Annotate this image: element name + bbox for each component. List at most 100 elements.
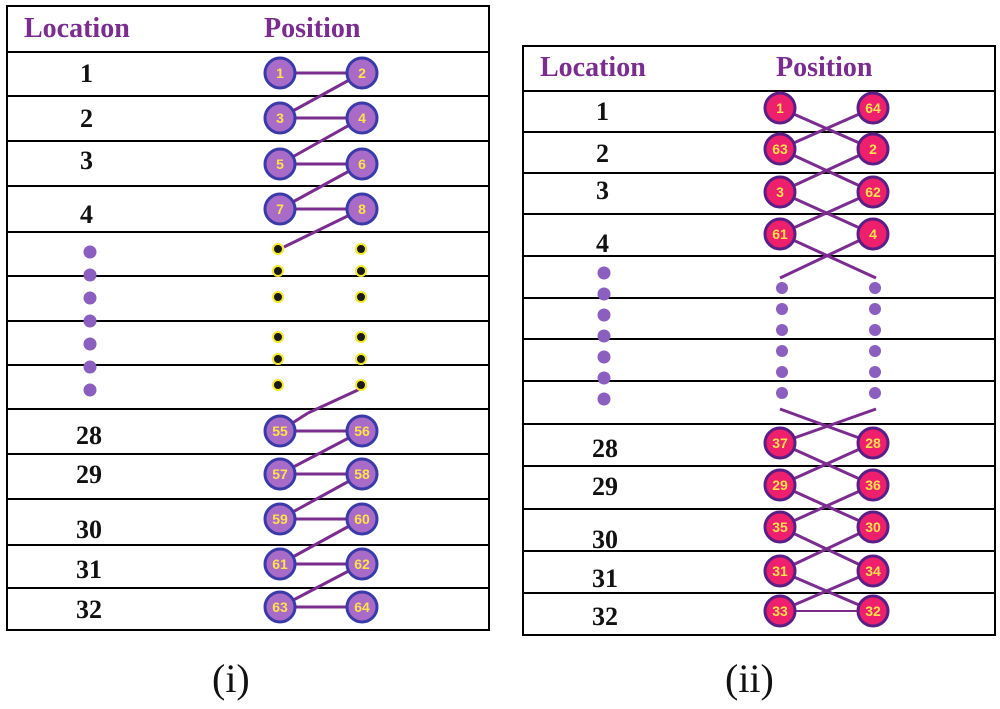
position-number: 1 [776,100,784,116]
connection-line [779,441,874,487]
row-divider [8,231,488,233]
continuation-dot [776,282,788,294]
position-number: 31 [772,563,788,579]
position-number: 4 [869,226,877,242]
continuation-dot [83,383,97,397]
row-divider [524,172,994,174]
position-number: 56 [354,423,370,439]
continuation-dot [83,268,97,282]
position-node: 2 [856,132,890,166]
position-node: 34 [856,554,890,588]
row-divider [8,544,488,546]
position-node: 55 [263,414,297,448]
row-divider [524,380,994,382]
connection-line [307,387,361,415]
position-number: 62 [865,184,881,200]
position-node: 7 [263,192,297,226]
continuation-dot [869,387,881,399]
position-number: 57 [272,466,288,482]
position-number: 1 [276,65,284,81]
location-header: Location [24,13,130,44]
position-number: 28 [865,435,881,451]
location-label: 30 [76,515,102,544]
position-node: 3 [263,101,297,135]
position-node: 60 [345,502,379,536]
position-number: 33 [772,603,788,619]
continuation-dot [597,266,611,280]
location-header: Location [540,52,646,83]
row-divider [524,213,994,215]
caption-i: (i) [212,656,250,701]
connection-line [779,232,874,280]
position-number: 35 [772,519,788,535]
position-number: 63 [272,599,288,615]
location-label: 29 [592,472,618,501]
position-number: 4 [358,110,366,126]
row-divider [524,131,994,133]
continuation-dot [355,265,367,277]
continuation-dot [776,366,788,378]
position-number: 5 [276,156,284,172]
location-label: 4 [596,229,609,258]
row-divider [8,320,488,322]
continuation-dot [83,291,97,305]
location-label: 4 [80,200,93,229]
position-node: 33 [763,594,797,628]
position-node: 32 [856,594,890,628]
location-label: 2 [80,104,93,133]
position-node: 1 [763,91,797,125]
continuation-dot [776,387,788,399]
row-divider [8,140,488,142]
row-divider [8,364,488,366]
position-number: 2 [869,141,877,157]
connection-line [779,525,874,573]
position-node: 58 [345,457,379,491]
location-label: 32 [76,595,102,624]
row-divider [8,587,488,589]
position-number: 3 [776,184,784,200]
location-label: 2 [596,139,609,168]
row-divider [524,423,994,425]
continuation-dot [597,308,611,322]
position-header: Position [264,13,361,44]
row-divider [524,465,994,467]
continuation-dot [83,314,97,328]
location-label: 28 [76,421,102,450]
continuation-dot [272,379,284,391]
position-number: 34 [865,563,881,579]
location-label: 1 [80,59,93,88]
position-node: 62 [345,547,379,581]
continuation-dot [776,345,788,357]
position-node: 28 [856,426,890,460]
connection-line [779,483,874,529]
continuation-dot [597,392,611,406]
continuation-dot [597,287,611,301]
position-node: 64 [856,91,890,125]
position-number: 63 [772,141,788,157]
position-node: 29 [763,468,797,502]
continuation-dot [597,329,611,343]
position-node: 6 [345,147,379,181]
continuation-dot [597,371,611,385]
row-divider [524,338,994,340]
row-divider [524,592,994,594]
continuation-dot [272,265,284,277]
continuation-dot [869,282,881,294]
position-number: 8 [358,201,366,217]
position-number: 6 [358,156,366,172]
position-node: 2 [345,56,379,90]
position-node: 1 [263,56,297,90]
row-divider [524,90,994,92]
position-number: 32 [865,603,881,619]
continuation-dot [355,353,367,365]
position-number: 61 [772,226,788,242]
position-number: 62 [354,556,370,572]
continuation-dot [272,291,284,303]
connection-line [779,106,874,151]
position-node: 35 [763,510,797,544]
continuation-dot [776,324,788,336]
continuation-dot [272,353,284,365]
position-node: 61 [263,547,297,581]
